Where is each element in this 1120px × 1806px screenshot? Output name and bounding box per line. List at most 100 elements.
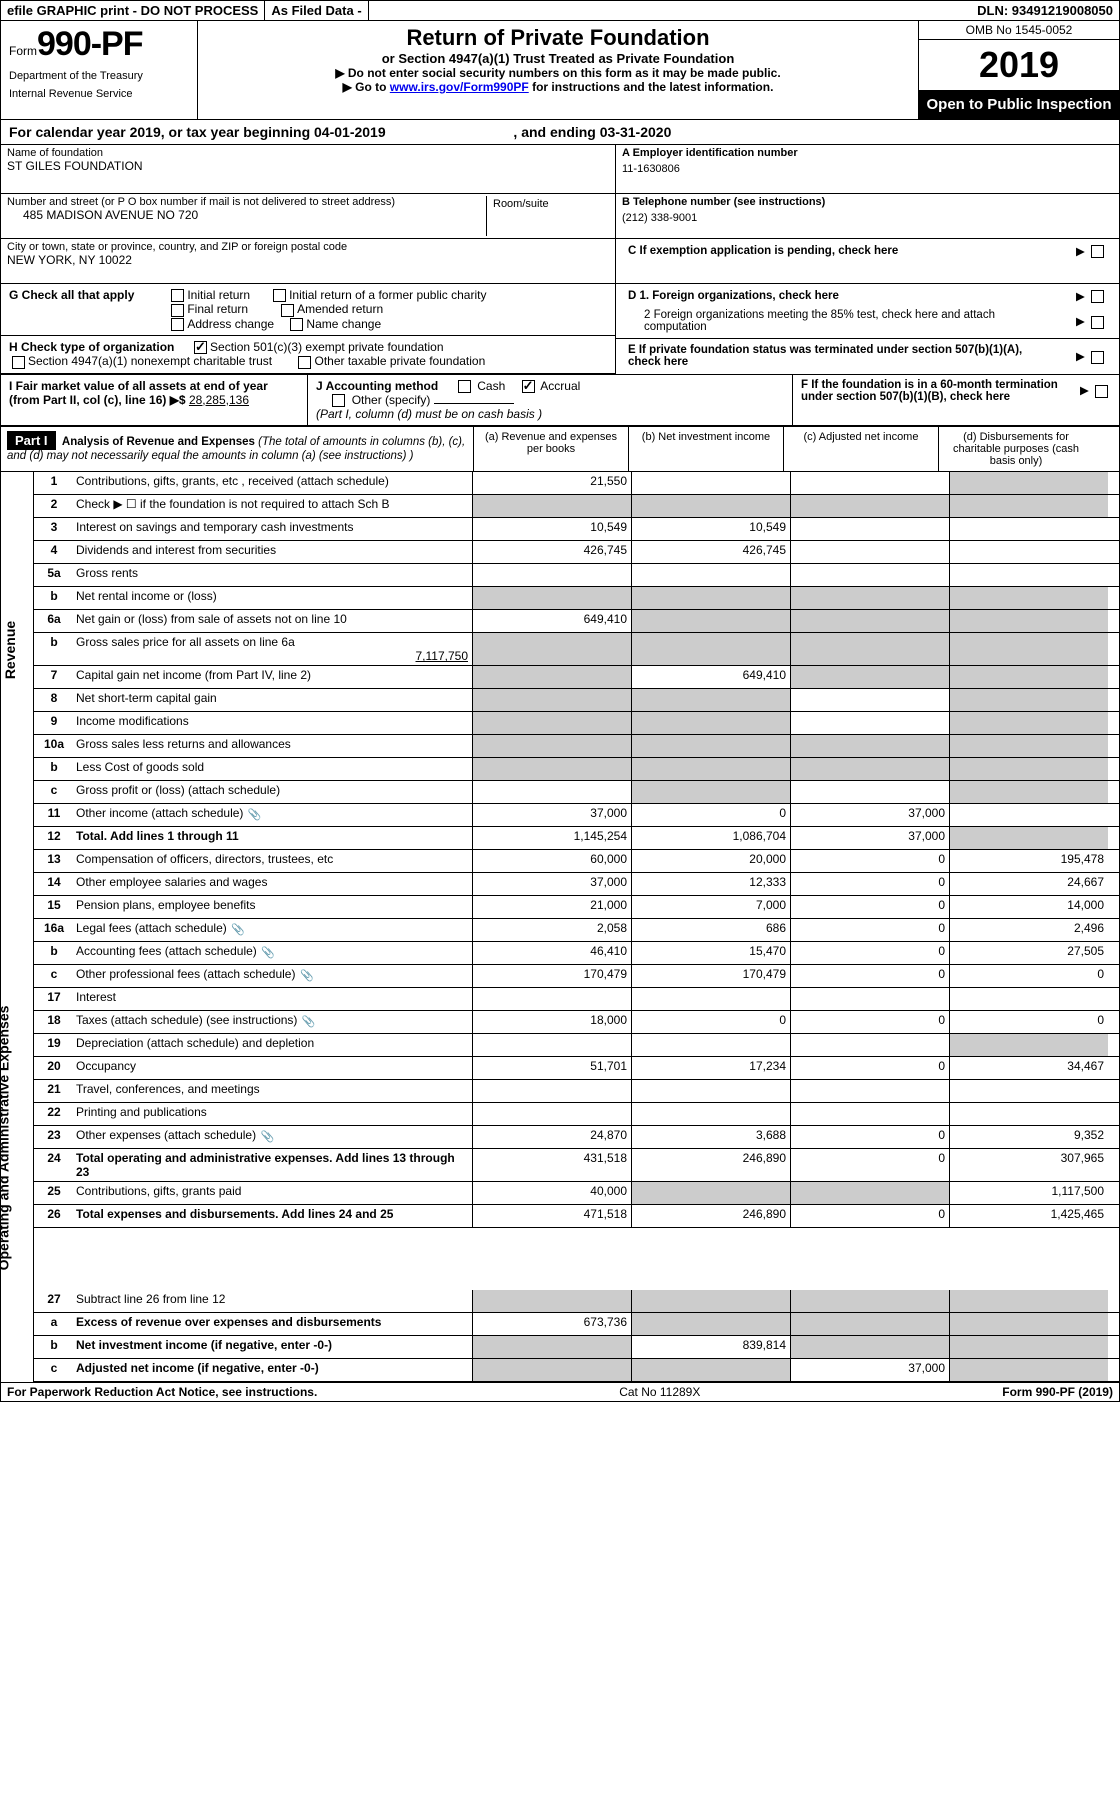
line-label: Income modifications [74, 712, 473, 734]
col-i: I Fair market value of all assets at end… [1, 375, 308, 426]
attachment-icon[interactable]: 📎 [260, 946, 276, 958]
d2-label: 2 Foreign organizations meeting the 85% … [628, 309, 1024, 333]
attachment-icon[interactable]: 📎 [230, 923, 246, 935]
cal-end: , and ending 03-31-2020 [513, 124, 671, 140]
ein-value: 11-1630806 [622, 163, 1113, 175]
line-num: 8 [34, 689, 74, 711]
line-a: aExcess of revenue over expenses and dis… [34, 1313, 1119, 1336]
cell-b [632, 1080, 791, 1102]
attachment-icon[interactable]: 📎 [247, 808, 263, 820]
col-f: F If the foundation is in a 60-month ter… [793, 375, 1119, 426]
line-25: 25Contributions, gifts, grants paid40,00… [34, 1182, 1119, 1205]
line-label: Contributions, gifts, grants, etc , rece… [74, 472, 473, 494]
cell-d: 0 [950, 965, 1108, 987]
cell-c: 0 [791, 1057, 950, 1079]
chk-other-tax[interactable] [298, 356, 311, 369]
chk-other[interactable] [332, 394, 345, 407]
cell-a: 10,549 [473, 518, 632, 540]
form-label: Form [9, 44, 37, 58]
attachment-icon[interactable]: 📎 [301, 1015, 317, 1027]
line-b: bAccounting fees (attach schedule) 📎46,4… [34, 942, 1119, 965]
line-label: Gross profit or (loss) (attach schedule) [74, 781, 473, 803]
cell-c [791, 712, 950, 734]
chk-e[interactable] [1091, 351, 1104, 364]
note2-post: for instructions and the latest informat… [529, 80, 774, 94]
line-21: 21Travel, conferences, and meetings [34, 1080, 1119, 1103]
line-label: Dividends and interest from securities [74, 541, 473, 563]
cell-d [950, 587, 1108, 609]
city-state-zip: NEW YORK, NY 10022 [7, 253, 609, 267]
cell-d [950, 689, 1108, 711]
form-number: Form990-PF [9, 25, 189, 64]
line-label: Printing and publications [74, 1103, 473, 1125]
cell-d [950, 735, 1108, 757]
cell-c [791, 758, 950, 780]
line-23: 23Other expenses (attach schedule) 📎24,8… [34, 1126, 1119, 1149]
j-label: J Accounting method [316, 379, 438, 393]
cell-b: 0 [632, 1011, 791, 1033]
line-label: Occupancy [74, 1057, 473, 1079]
part1-label: Part I [7, 431, 56, 450]
form-header: Form990-PF Department of the Treasury In… [1, 21, 1119, 120]
chk-f[interactable] [1095, 385, 1108, 398]
cell-c [791, 518, 950, 540]
cell-a [473, 564, 632, 586]
footer-mid: Cat No 11289X [619, 1385, 700, 1399]
dept-irs: Internal Revenue Service [9, 88, 189, 100]
line-2: 2Check ▶ ☐ if the foundation is not requ… [34, 495, 1119, 518]
line-num: 25 [34, 1182, 74, 1204]
cell-b: 170,479 [632, 965, 791, 987]
d-block: D 1. Foreign organizations, check here ▶… [616, 284, 1119, 339]
city-block: City or town, state or province, country… [1, 239, 615, 284]
cell-d [950, 1290, 1108, 1312]
line-num: 2 [34, 495, 74, 517]
chk-501c3[interactable] [194, 341, 207, 354]
chk-amended[interactable] [281, 304, 294, 317]
cell-a [473, 758, 632, 780]
cell-a: 21,000 [473, 896, 632, 918]
line-num: c [34, 781, 74, 803]
entity-left: Name of foundation ST GILES FOUNDATION N… [1, 145, 616, 374]
ein-block: A Employer identification number 11-1630… [616, 145, 1119, 194]
phone-value: (212) 338-9001 [622, 212, 1113, 224]
cell-d [950, 1336, 1108, 1358]
cell-b: 426,745 [632, 541, 791, 563]
cell-d [950, 1034, 1108, 1056]
attachment-icon[interactable]: 📎 [299, 969, 315, 981]
chk-d1[interactable] [1091, 290, 1104, 303]
chk-c[interactable] [1091, 245, 1104, 258]
line-num: c [34, 965, 74, 987]
cell-d: 9,352 [950, 1126, 1108, 1148]
cell-a [473, 633, 632, 665]
chk-cash[interactable] [458, 380, 471, 393]
revenue-table: Revenue 1Contributions, gifts, grants, e… [1, 472, 1119, 850]
line-num: 11 [34, 804, 74, 826]
part1-desc: Part I Analysis of Revenue and Expenses … [1, 427, 474, 471]
cell-b [632, 1359, 791, 1381]
line-num: 4 [34, 541, 74, 563]
chk-accrual[interactable] [522, 380, 535, 393]
ein-label: A Employer identification number [622, 147, 1113, 159]
chk-initial-former[interactable] [273, 289, 286, 302]
cell-d [950, 1359, 1108, 1381]
chk-d2[interactable] [1091, 316, 1104, 329]
line-label: Net gain or (loss) from sale of assets n… [74, 610, 473, 632]
side-expenses: Operating and Administrative Expenses [1, 850, 34, 1290]
chk-4947[interactable] [12, 356, 25, 369]
line-num: 15 [34, 896, 74, 918]
line-b: bNet rental income or (loss) [34, 587, 1119, 610]
cell-a [473, 1034, 632, 1056]
irs-link[interactable]: www.irs.gov/Form990PF [390, 80, 529, 94]
g-opt-2: Final return [187, 302, 248, 316]
line-num: 5a [34, 564, 74, 586]
chk-final[interactable] [171, 304, 184, 317]
attachment-icon[interactable]: 📎 [259, 1130, 275, 1142]
chk-name[interactable] [290, 318, 303, 331]
cell-d [950, 564, 1108, 586]
cell-a [473, 712, 632, 734]
chk-address[interactable] [171, 318, 184, 331]
cell-d: 27,505 [950, 942, 1108, 964]
address-block: Number and street (or P O box number if … [1, 194, 615, 239]
cell-c [791, 1034, 950, 1056]
chk-initial[interactable] [171, 289, 184, 302]
